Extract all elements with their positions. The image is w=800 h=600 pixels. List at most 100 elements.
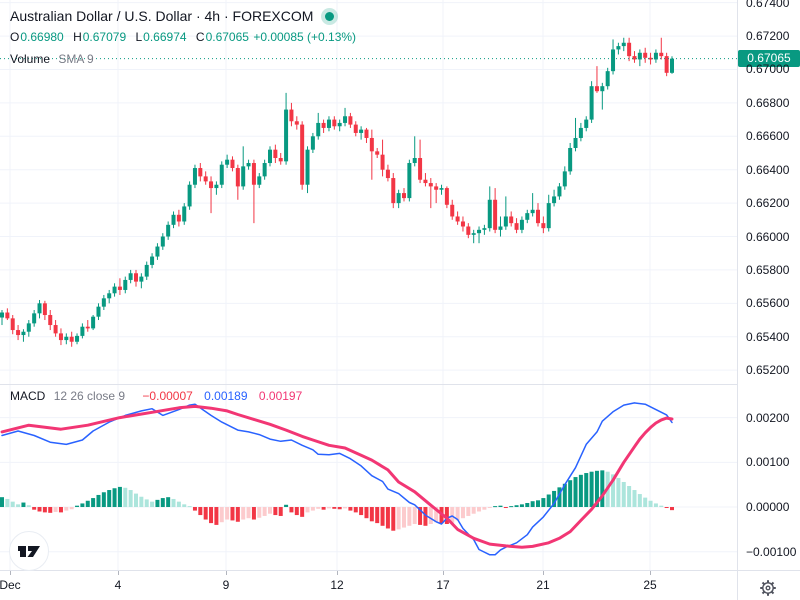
candle-body — [58, 333, 63, 341]
price-tick-label: 0.65200 — [746, 363, 790, 378]
macd-histogram-bar — [176, 501, 181, 508]
main-chart-pane[interactable] — [0, 0, 737, 384]
macd-histogram-bar — [257, 507, 262, 518]
time-axis-settings-gear-icon[interactable] — [758, 578, 778, 598]
volume-indicator-label[interactable]: Volume SMA 9 — [10, 52, 94, 66]
macd-histogram-bar — [214, 507, 219, 525]
candle-wick — [253, 159, 255, 224]
macd-histogram-bar — [192, 507, 197, 511]
macd-histogram-bar — [316, 507, 321, 509]
macd-line-value: 0.00189 — [204, 389, 248, 403]
candle-body — [498, 226, 503, 230]
macd-histogram-bar — [219, 507, 224, 523]
candle-body — [241, 166, 246, 187]
macd-histogram-bar — [198, 507, 203, 516]
macd-histogram-bar — [230, 507, 235, 521]
candle-wick — [360, 126, 362, 140]
tradingview-logo[interactable] — [8, 530, 50, 572]
macd-histogram-bar — [348, 507, 353, 511]
candle-body — [670, 58, 674, 73]
macd-histogram-bar — [321, 507, 326, 510]
candle-wick — [478, 226, 480, 244]
time-tick-label: 9 — [222, 578, 230, 592]
time-tick-mark — [650, 571, 651, 575]
macd-histogram-bar — [332, 507, 337, 509]
macd-histogram-bar — [653, 503, 658, 508]
candle-body — [611, 49, 616, 72]
candle-body — [434, 186, 439, 190]
candle-body — [160, 236, 165, 247]
symbol-header[interactable]: Australian Dollar / U.S. Dollar · 4h · F… — [10, 8, 335, 24]
candle-body — [80, 326, 85, 336]
candle-body — [278, 158, 283, 162]
macd-histogram-bar — [444, 507, 449, 525]
volume-indicator-name[interactable]: Volume — [10, 52, 51, 66]
candle-body — [257, 176, 262, 185]
candle-body — [600, 86, 605, 92]
symbol-title[interactable]: Australian Dollar / U.S. Dollar · 4h · F… — [10, 8, 314, 24]
candle-body — [235, 168, 240, 187]
candle-body — [541, 223, 546, 229]
candle-body — [348, 116, 353, 125]
macd-histogram-bar — [235, 507, 240, 522]
last-price-badge: 0.67065 — [738, 50, 800, 68]
macd-histogram-bar — [546, 494, 551, 508]
price-axis[interactable]: 0.67065 0.67400 0.67200 0.67000 0.66800 0.66… — [738, 0, 800, 570]
macd-tick-label: −0.00100 — [746, 544, 797, 559]
candle-body — [487, 199, 492, 229]
change-value: +0.00085 (+0.13%) — [253, 30, 357, 44]
pane-divider[interactable] — [0, 384, 737, 385]
macd-histogram-bar — [241, 507, 246, 520]
candle-body — [16, 330, 21, 336]
price-tick-label: 0.66800 — [746, 95, 790, 110]
macd-histogram-bar — [643, 497, 648, 508]
open-label: O — [10, 30, 20, 44]
macd-histogram-bar — [101, 492, 106, 508]
macd-histogram-bar — [268, 507, 272, 514]
candle-body — [364, 129, 369, 138]
macd-indicator-name[interactable]: MACD — [10, 389, 46, 403]
macd-histogram-bar — [637, 494, 642, 508]
macd-histogram-bar — [37, 507, 42, 512]
time-axis[interactable]: Dec 4 9 12 17 21 25 — [0, 571, 737, 600]
macd-histogram-bar — [85, 500, 90, 508]
time-tick-mark — [118, 571, 119, 575]
macd-histogram-bar — [262, 507, 267, 516]
macd-histogram-bar — [26, 505, 31, 508]
candle-body — [568, 147, 573, 172]
candle-body — [128, 273, 133, 280]
candle-body — [144, 264, 149, 277]
candle-body — [653, 52, 658, 60]
candle-body — [428, 183, 433, 187]
macd-histogram-bar — [337, 507, 342, 510]
candle-body — [310, 136, 315, 150]
time-tick-mark — [337, 571, 338, 575]
macd-histogram-bar — [225, 507, 230, 520]
price-tick-label: 0.65400 — [746, 329, 790, 344]
macd-histogram-bar — [326, 507, 331, 509]
macd-indicator-label[interactable]: MACD 12 26 close 9 −0.00007 0.00189 0.00… — [10, 389, 302, 403]
candle-body — [621, 42, 626, 47]
price-tick-label: 0.65600 — [746, 296, 790, 311]
candle-body — [557, 186, 562, 197]
candle-body — [482, 228, 487, 230]
candle-wick — [473, 229, 475, 244]
candle-body — [460, 221, 465, 227]
candle-body — [246, 163, 251, 167]
macd-histogram-bar — [659, 505, 664, 508]
macd-histogram-bar — [139, 496, 144, 508]
macd-histogram-bar — [364, 507, 369, 519]
macd-histogram-bar — [375, 507, 380, 524]
close-value: 0.67065 — [205, 30, 249, 44]
macd-pane[interactable] — [0, 384, 737, 570]
macd-histogram-bar — [487, 507, 492, 509]
macd-histogram-bar — [627, 486, 632, 508]
candle-body — [26, 323, 31, 332]
candle-body — [219, 164, 224, 185]
candle-body — [155, 246, 160, 257]
high-label: H — [73, 30, 82, 44]
candle-body — [171, 214, 176, 225]
candle-body — [64, 336, 69, 341]
market-status-dot-icon[interactable] — [325, 11, 335, 21]
